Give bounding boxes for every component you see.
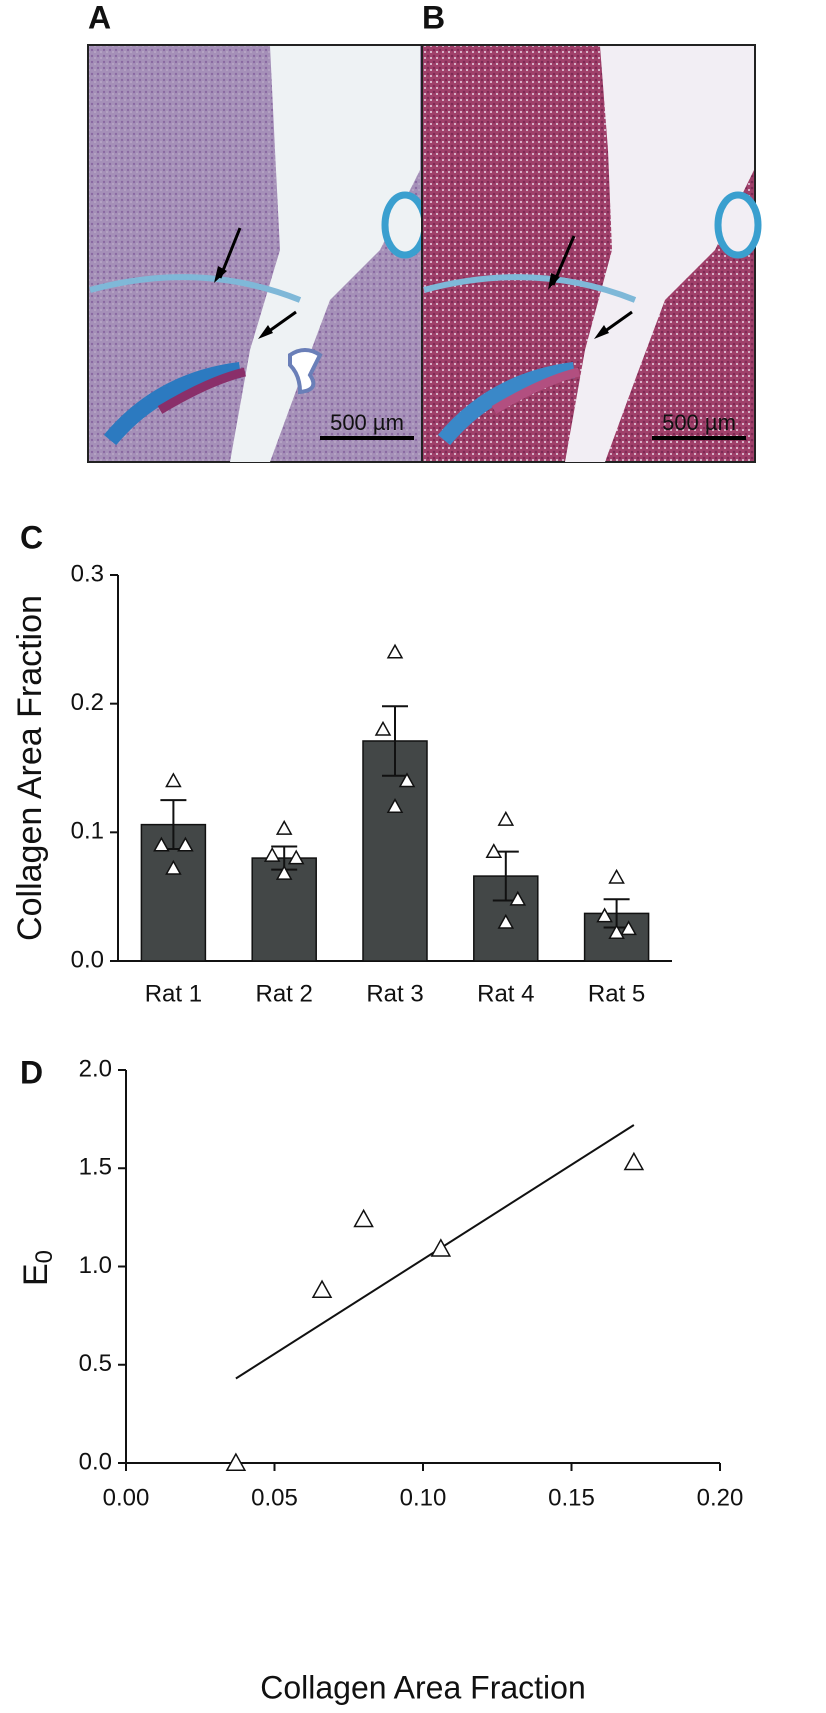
x-tick-label: 0.15 [548,1484,595,1511]
data-point [225,1452,247,1471]
data-point [623,1151,645,1171]
data-point [608,924,625,940]
data-point [177,836,194,852]
data-point [509,890,527,906]
y-tick-label: 0.1 [71,818,104,845]
y-axis-label-subscript: 0 [31,1250,58,1263]
y-tick-label: 1.0 [79,1252,112,1279]
x-tick-label: Rat 4 [477,980,534,1007]
data-point [287,849,305,865]
x-tick-label: 0.00 [103,1484,150,1511]
x-tick-label: 0.10 [400,1484,447,1511]
data-point [165,859,182,875]
data-point [620,920,637,936]
x-tick-label: 0.20 [697,1484,744,1511]
y-tick-label: 0.2 [71,689,104,716]
panel-label: B [422,0,445,35]
data-point [497,913,515,929]
bar [362,740,428,962]
x-tick-label: Rat 2 [256,980,313,1007]
y-tick-label: 1.5 [79,1154,112,1181]
y-axis-label-base: E [17,1263,55,1286]
data-point [353,1208,374,1228]
data-point [275,864,293,880]
y-axis-label: Collagen Area Fraction [11,595,49,941]
y-tick-label: 2.0 [79,1055,112,1082]
panel-label: C [20,519,43,555]
micrograph-b [421,44,762,463]
y-axis-label: E0 [17,1250,58,1286]
y-tick-label: 0.5 [79,1350,112,1377]
y-tick-label: 0.0 [71,946,104,973]
data-point [374,720,392,736]
y-tick-label: 0.0 [79,1448,112,1475]
x-axis-label: Collagen Area Fraction [260,1669,586,1705]
data-point [263,846,281,862]
panel-label: A [88,0,111,35]
data-point [608,868,625,884]
data-point [497,810,515,826]
data-point [165,772,182,788]
scale-bar-label: 500 µm [662,410,736,435]
data-point [386,798,404,813]
micrograph-a [87,44,429,463]
x-tick-label: Rat 5 [588,980,645,1007]
x-tick-label: Rat 3 [366,980,423,1007]
y-tick-label: 0.3 [71,560,104,587]
data-point [485,843,503,858]
data-point [311,1279,333,1299]
data-point [386,643,404,659]
data-point [275,819,293,835]
x-tick-label: 0.05 [251,1484,298,1511]
error-bar [382,705,408,777]
data-point [596,907,613,923]
x-tick-label: Rat 1 [145,980,202,1007]
scale-bar-label: 500 µm [330,410,404,435]
data-point [398,772,416,788]
panel-label: D [20,1054,43,1090]
data-point [153,836,170,852]
data-point [430,1238,452,1257]
